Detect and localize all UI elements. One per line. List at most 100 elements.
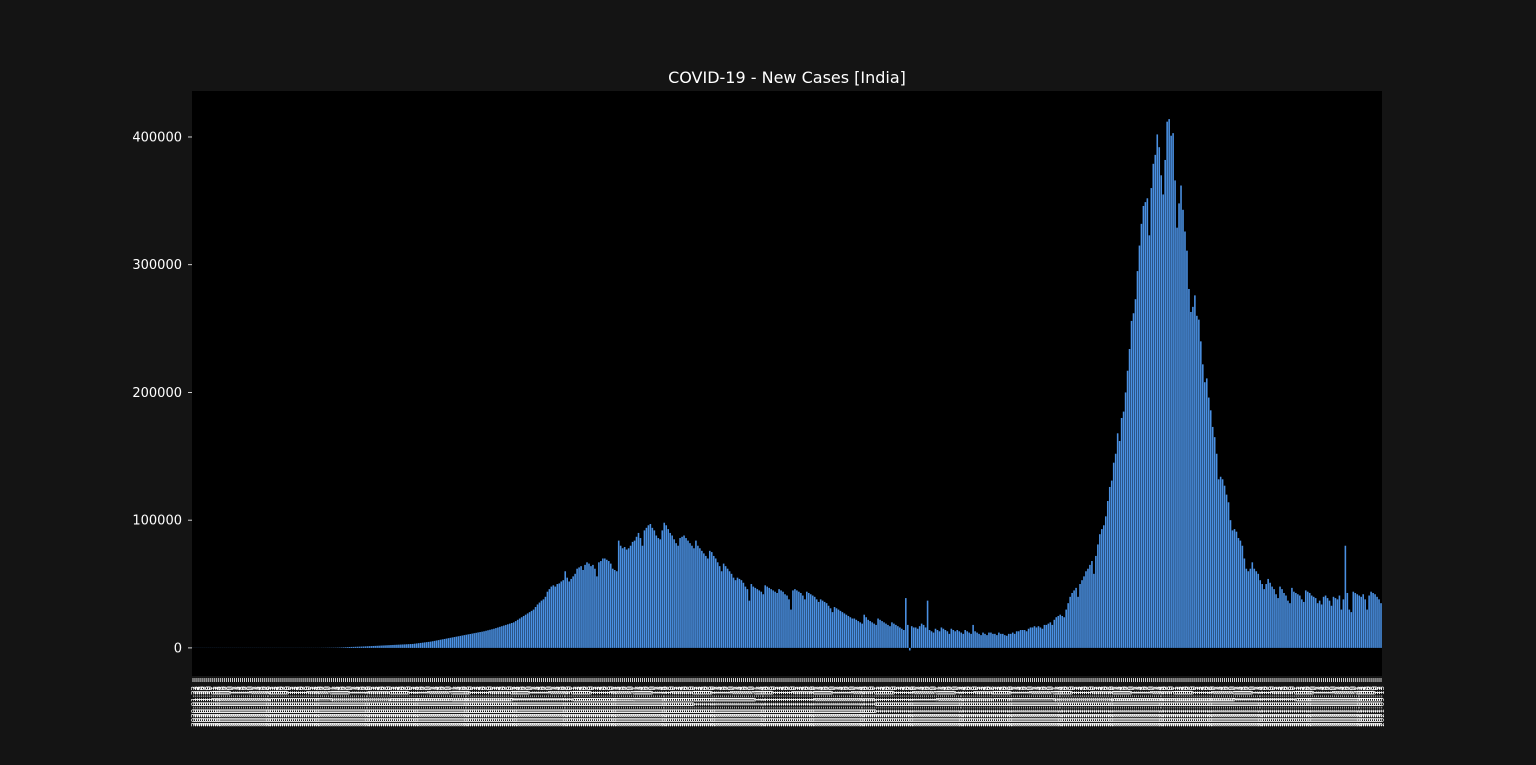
bar (895, 625, 897, 648)
bar (1283, 593, 1285, 648)
bar (1030, 627, 1032, 647)
bar (889, 626, 891, 648)
bar (1341, 610, 1343, 648)
bar (731, 574, 733, 648)
bar (741, 580, 743, 648)
bar (879, 620, 881, 648)
bar (1263, 589, 1265, 648)
bar (925, 627, 927, 647)
bar (840, 611, 842, 648)
bar (691, 546, 693, 648)
bar (758, 590, 760, 647)
bar (725, 566, 727, 648)
bar (867, 620, 869, 648)
bar (830, 608, 832, 648)
bar (1166, 122, 1168, 648)
bar (1311, 596, 1313, 648)
bar (454, 637, 456, 648)
bar (869, 621, 871, 648)
bar (1315, 598, 1317, 648)
bar (907, 625, 909, 648)
bar (909, 648, 911, 651)
bar (386, 645, 388, 648)
bar (576, 569, 578, 648)
bar (891, 622, 893, 648)
bar (681, 537, 683, 648)
bar (1333, 597, 1335, 648)
bar (917, 629, 919, 648)
bar (897, 626, 899, 648)
bar (951, 629, 953, 648)
bar (844, 613, 846, 647)
bar (418, 643, 420, 648)
bar (929, 630, 931, 648)
bar (545, 597, 547, 648)
bar (1024, 630, 1026, 648)
x-tick-label: 2021-09-13 (1378, 686, 1386, 727)
bar (949, 634, 951, 648)
bar (465, 635, 467, 648)
bar (586, 562, 588, 648)
bar (1220, 477, 1222, 648)
bar (362, 646, 364, 647)
bar (345, 647, 347, 648)
bar (749, 601, 751, 648)
bar (1380, 603, 1382, 648)
bar (568, 581, 570, 647)
bar (962, 634, 964, 648)
bar (1230, 520, 1232, 648)
bar (1077, 597, 1079, 648)
bar (966, 631, 968, 648)
bar (1267, 579, 1269, 648)
bar (1133, 313, 1135, 648)
bar (812, 596, 814, 648)
bar (865, 617, 867, 648)
bar (656, 536, 658, 648)
bar (1232, 530, 1234, 648)
bar (640, 538, 642, 648)
bar (935, 629, 937, 648)
bar (1204, 382, 1206, 648)
bar (517, 620, 519, 648)
bar (1244, 558, 1246, 647)
bar (349, 647, 351, 648)
bar (1309, 593, 1311, 648)
bar (1261, 584, 1263, 648)
bar (1048, 624, 1050, 648)
bar (503, 626, 505, 648)
bar (523, 616, 525, 648)
bar (687, 541, 689, 648)
bar (1071, 593, 1073, 648)
bar (992, 634, 994, 648)
bar (1287, 601, 1289, 648)
bar (669, 533, 671, 648)
bar (438, 640, 440, 648)
bar (444, 639, 446, 648)
bar (456, 637, 458, 648)
bar (1254, 569, 1256, 648)
bar (937, 630, 939, 648)
bar (471, 634, 473, 648)
bar (974, 631, 976, 648)
bar (810, 594, 812, 648)
bar (584, 565, 586, 648)
bar (378, 646, 380, 648)
bar (1194, 295, 1196, 648)
bar (1335, 598, 1337, 648)
bar (1271, 587, 1273, 648)
bar (366, 646, 368, 648)
bar (632, 542, 634, 648)
bar (806, 592, 808, 648)
bar (1257, 574, 1259, 648)
bar (436, 640, 438, 647)
bar (535, 607, 537, 648)
bar (473, 633, 475, 648)
bar (539, 603, 541, 648)
bar (1026, 631, 1028, 648)
bar (1329, 601, 1331, 648)
bar (911, 626, 913, 648)
bar (994, 634, 996, 648)
bar (820, 599, 822, 648)
y-tick-label: 100000 (132, 514, 182, 529)
